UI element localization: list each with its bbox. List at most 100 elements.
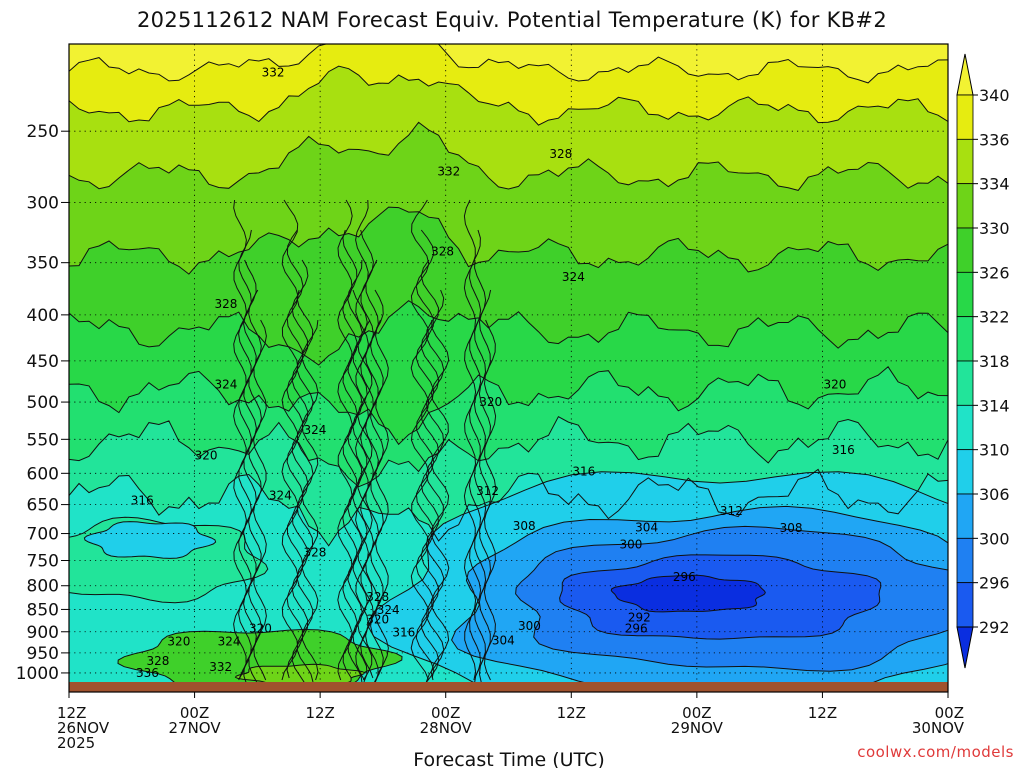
- x-tick-label: 12Z: [808, 704, 837, 722]
- contour-line: [69, 44, 948, 84]
- convective-contour: [337, 199, 353, 681]
- y-tick-label: 700: [27, 525, 59, 545]
- convective-contour: [360, 229, 374, 679]
- colorbar-label: 326: [979, 263, 1010, 282]
- contour-label: 316: [572, 464, 595, 478]
- convective-contour: [370, 289, 384, 683]
- convective-contour: [375, 319, 389, 681]
- contour-label: 324: [303, 423, 326, 437]
- contour-label: 324: [377, 603, 400, 617]
- contour-label: 316: [392, 626, 415, 640]
- credit-text: coolwx.com/models: [857, 743, 1014, 761]
- colorbar-bottom-arrow: [956, 626, 974, 669]
- colorbar-label: 334: [979, 175, 1010, 194]
- colorbar-swatch: [956, 271, 974, 318]
- colorbar-label: 306: [979, 485, 1010, 504]
- contour-label: 320: [824, 377, 847, 391]
- contour-label: 332: [209, 660, 232, 674]
- x-tick-label: 12Z: [305, 704, 334, 722]
- convective-contour: [286, 229, 304, 679]
- y-tick-label: 750: [27, 552, 59, 572]
- x-tick-label: 28NOV: [420, 719, 473, 737]
- contour-label: 316: [131, 493, 154, 507]
- contour-label: 324: [215, 377, 238, 391]
- x-axis-label: Forecast Time (UTC): [413, 749, 604, 768]
- contour-label: 304: [635, 520, 658, 534]
- contour-label: 312: [720, 504, 743, 518]
- y-tick-label: 950: [27, 644, 59, 664]
- contour-label: 304: [492, 633, 515, 647]
- y-tick-label: 600: [27, 464, 59, 484]
- contour-label: 320: [366, 612, 389, 626]
- convective-contour: [410, 199, 430, 681]
- x-tick-label: 00Z: [935, 704, 964, 722]
- chart-title: 2025112612 NAM Forecast Equiv. Potential…: [137, 8, 887, 32]
- cold-pool-band-0: [610, 574, 766, 613]
- convective-contour: [425, 289, 445, 683]
- contour-label: 308: [513, 519, 536, 533]
- contour-label: 328: [146, 654, 169, 668]
- contour-label: 328: [431, 244, 454, 258]
- x-tick-label: 00Z: [431, 704, 460, 722]
- ground-strip: [69, 682, 948, 692]
- contour-label: 320: [249, 621, 272, 635]
- contour-label: 332: [262, 65, 285, 79]
- contour-label: 328: [366, 590, 389, 604]
- x-tick-label: 12Z: [57, 704, 86, 722]
- colorbar-swatch: [956, 360, 974, 406]
- colorbar-swatch: [956, 227, 974, 273]
- contour-line: [69, 416, 948, 488]
- y-tick-label: 450: [27, 352, 59, 372]
- colorbar-label: 340: [979, 86, 1010, 105]
- contour-label: 336: [136, 666, 159, 680]
- colorbar-label: 310: [979, 441, 1010, 460]
- y-tick-label: 650: [27, 496, 59, 516]
- contour-line: [69, 206, 948, 275]
- colorbar-swatch: [956, 493, 974, 539]
- y-tick-label: 850: [27, 600, 59, 620]
- contour-label: 324: [269, 488, 292, 502]
- contour-label: 320: [167, 635, 190, 649]
- convective-contour: [483, 319, 497, 681]
- colorbar-swatch: [956, 537, 974, 584]
- colorbar-swatch: [956, 138, 974, 185]
- contour-labels: 3323323283283243283243203203243163203163…: [131, 65, 855, 680]
- x-tick-label: 27NOV: [169, 719, 222, 737]
- contour-label: 332: [437, 164, 460, 178]
- contour-label: 328: [215, 297, 238, 311]
- contour-label: 328: [549, 147, 572, 161]
- contour-label: 324: [218, 635, 241, 649]
- colorbar-label: 292: [979, 618, 1010, 637]
- colorbar-top-arrow: [956, 53, 974, 96]
- x-tick-label: 00Z: [180, 704, 209, 722]
- contour-line: [69, 121, 948, 191]
- colorbar-label: 296: [979, 574, 1010, 593]
- y-tick-label: 300: [27, 193, 59, 213]
- convective-contour: [430, 319, 450, 681]
- convective-contour: [342, 229, 358, 679]
- convective-contour: [473, 259, 487, 685]
- contour-label: 316: [832, 443, 855, 457]
- colorbar-swatch: [956, 94, 974, 140]
- contour-lines: [69, 44, 948, 685]
- y-tick-label: 500: [27, 393, 59, 413]
- contour-label: 312: [476, 484, 499, 498]
- colorbar-label: 322: [979, 308, 1010, 327]
- plot-frame: [68, 43, 949, 693]
- plot-area: 3323323283283243283243203203243163203163…: [69, 44, 948, 692]
- y-tick-label: 350: [27, 254, 59, 274]
- colorbar-swatch: [956, 316, 974, 362]
- contour-label: 320: [479, 395, 502, 409]
- y-tick-label: 550: [27, 430, 59, 450]
- contour-line: [69, 468, 948, 547]
- contour-label: 296: [673, 570, 696, 584]
- contour-line: [69, 300, 948, 366]
- x-tick-label: 29NOV: [671, 719, 724, 737]
- y-tick-label: 400: [27, 306, 59, 326]
- contour-label: 300: [518, 619, 541, 633]
- y-tick-label: 1000: [16, 664, 59, 684]
- x-tick-label: 30NOV: [912, 719, 965, 737]
- contour-label: 292: [628, 611, 651, 625]
- colorbar-label: 318: [979, 352, 1010, 371]
- grid-lines: [69, 44, 948, 692]
